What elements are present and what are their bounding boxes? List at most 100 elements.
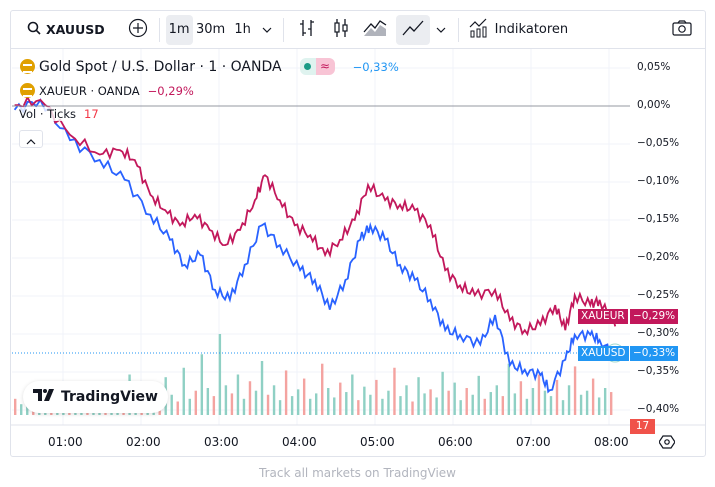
- xaueur-price-tag: −0,29%: [630, 309, 678, 324]
- volume-bar: [501, 396, 505, 415]
- volume-bar: [411, 401, 414, 415]
- volume-bar: [321, 363, 324, 415]
- chart-widget: XAUUSD 1m 30m 1h Indikatoren: [10, 10, 706, 457]
- volume-bar: [182, 367, 185, 415]
- interval-label: 30m: [196, 22, 226, 37]
- volume-legend-value: 17: [84, 107, 99, 121]
- volume-bar: [573, 366, 577, 415]
- main-series-legend[interactable]: Gold Spot / U.S. Dollar · 1 · OANDA ≈ −0…: [20, 58, 399, 75]
- volume-legend[interactable]: Vol · Ticks 17: [19, 107, 99, 121]
- main-series-title: Gold Spot / U.S. Dollar · 1 · OANDA: [39, 58, 282, 75]
- volume-bar: [230, 393, 234, 415]
- volume-bar: [597, 397, 601, 415]
- volume-bar: [170, 394, 173, 415]
- volume-bar: [543, 390, 547, 415]
- candles-style-button[interactable]: [324, 15, 358, 45]
- volume-bar: [218, 334, 222, 415]
- y-tick-label: −0,25%: [637, 289, 680, 301]
- volume-bar: [495, 385, 498, 415]
- volume-bar: [489, 392, 492, 415]
- divider: [282, 17, 284, 42]
- bars-style-button[interactable]: [290, 15, 324, 45]
- y-tick-label: −0,20%: [637, 251, 680, 263]
- x-tick-label: 06:00: [438, 435, 473, 449]
- settings-button[interactable]: [658, 434, 676, 454]
- y-tick-label: 0,05%: [637, 61, 671, 73]
- volume-bar: [333, 397, 336, 415]
- divider: [457, 17, 459, 42]
- y-tick-label: 0,00%: [637, 99, 671, 111]
- line-style-button[interactable]: [395, 14, 430, 45]
- volume-bar: [423, 393, 426, 415]
- chevron-down-icon: [436, 22, 446, 37]
- chart-style-dropdown[interactable]: [430, 15, 452, 45]
- collapse-legend-button[interactable]: [19, 130, 43, 148]
- volume-bar: [417, 377, 420, 415]
- volume-bar: [242, 398, 246, 415]
- symbol-search[interactable]: XAUUSD: [23, 15, 109, 45]
- interval-1m[interactable]: 1m: [165, 14, 193, 45]
- volume-bar: [212, 396, 216, 415]
- volume-bar: [459, 400, 462, 415]
- y-tick-label: −0,05%: [637, 137, 680, 149]
- volume-bar: [531, 388, 535, 415]
- interval-1h[interactable]: 1h: [229, 15, 257, 45]
- screenshot-button[interactable]: [667, 15, 697, 45]
- compare-series-legend[interactable]: XAUEUR · OANDA −0,29%: [20, 83, 194, 98]
- interval-30m[interactable]: 30m: [193, 15, 229, 45]
- volume-bar: [471, 394, 474, 415]
- tradingview-logo-icon: [33, 389, 55, 405]
- volume-bar: [20, 404, 23, 415]
- compare-series-title: XAUEUR · OANDA: [39, 83, 140, 98]
- tradingview-logo[interactable]: TradingView: [23, 381, 168, 413]
- volume-bar: [224, 385, 228, 415]
- volume-bar: [519, 381, 523, 415]
- volume-bar: [381, 398, 384, 415]
- volume-bar: [206, 388, 210, 415]
- main-series-change: −0,33%: [352, 59, 399, 74]
- volume-bar: [188, 398, 191, 415]
- y-tick-label: −0,10%: [637, 175, 680, 187]
- volume-bar: [429, 389, 432, 415]
- series-line-xaueur: [14, 95, 617, 337]
- volume-bar: [453, 382, 456, 415]
- market-status-badge[interactable]: ≈: [299, 58, 335, 75]
- volume-bar: [327, 388, 330, 415]
- xauusd-name-tag: XAUUSD: [578, 346, 629, 361]
- volume-bar: [525, 398, 529, 415]
- interval-dropdown[interactable]: [257, 15, 277, 45]
- line-chart-icon: [402, 20, 424, 40]
- x-tick-label: 07:00: [516, 435, 551, 449]
- volume-bar: [399, 396, 402, 415]
- area-style-button[interactable]: [358, 15, 392, 45]
- volume-bar: [393, 367, 396, 415]
- series-line-xauusd: [13, 98, 617, 394]
- indicators-button[interactable]: Indikatoren: [465, 15, 573, 45]
- volume-value-tag: 17: [630, 419, 655, 434]
- volume-bar: [254, 390, 258, 415]
- volume-bar: [447, 390, 450, 415]
- volume-bar: [441, 371, 444, 415]
- volume-bar: [278, 400, 282, 415]
- volume-bar: [351, 374, 354, 415]
- volume-bar: [537, 374, 541, 415]
- bars-icon: [298, 18, 316, 42]
- volume-bar: [302, 378, 306, 415]
- volume-bar: [194, 390, 197, 415]
- gear-icon: [658, 435, 676, 454]
- volume-bar: [585, 390, 589, 415]
- compare-series-change: −0,29%: [147, 83, 194, 98]
- volume-bar: [363, 386, 366, 415]
- compare-add-button[interactable]: [123, 15, 153, 45]
- xauusd-price-tag: −0,33%: [630, 346, 678, 361]
- volume-bar: [272, 385, 276, 415]
- volume-bar: [465, 388, 468, 415]
- x-tick-label: 05:00: [360, 435, 395, 449]
- x-tick-label: 08:00: [594, 435, 629, 449]
- volume-bar: [14, 398, 17, 415]
- footer-link[interactable]: Track all markets on TradingView: [259, 466, 456, 480]
- market-open-dot-icon: [299, 58, 316, 75]
- volume-bar: [260, 361, 264, 415]
- x-tick-label: 04:00: [282, 435, 317, 449]
